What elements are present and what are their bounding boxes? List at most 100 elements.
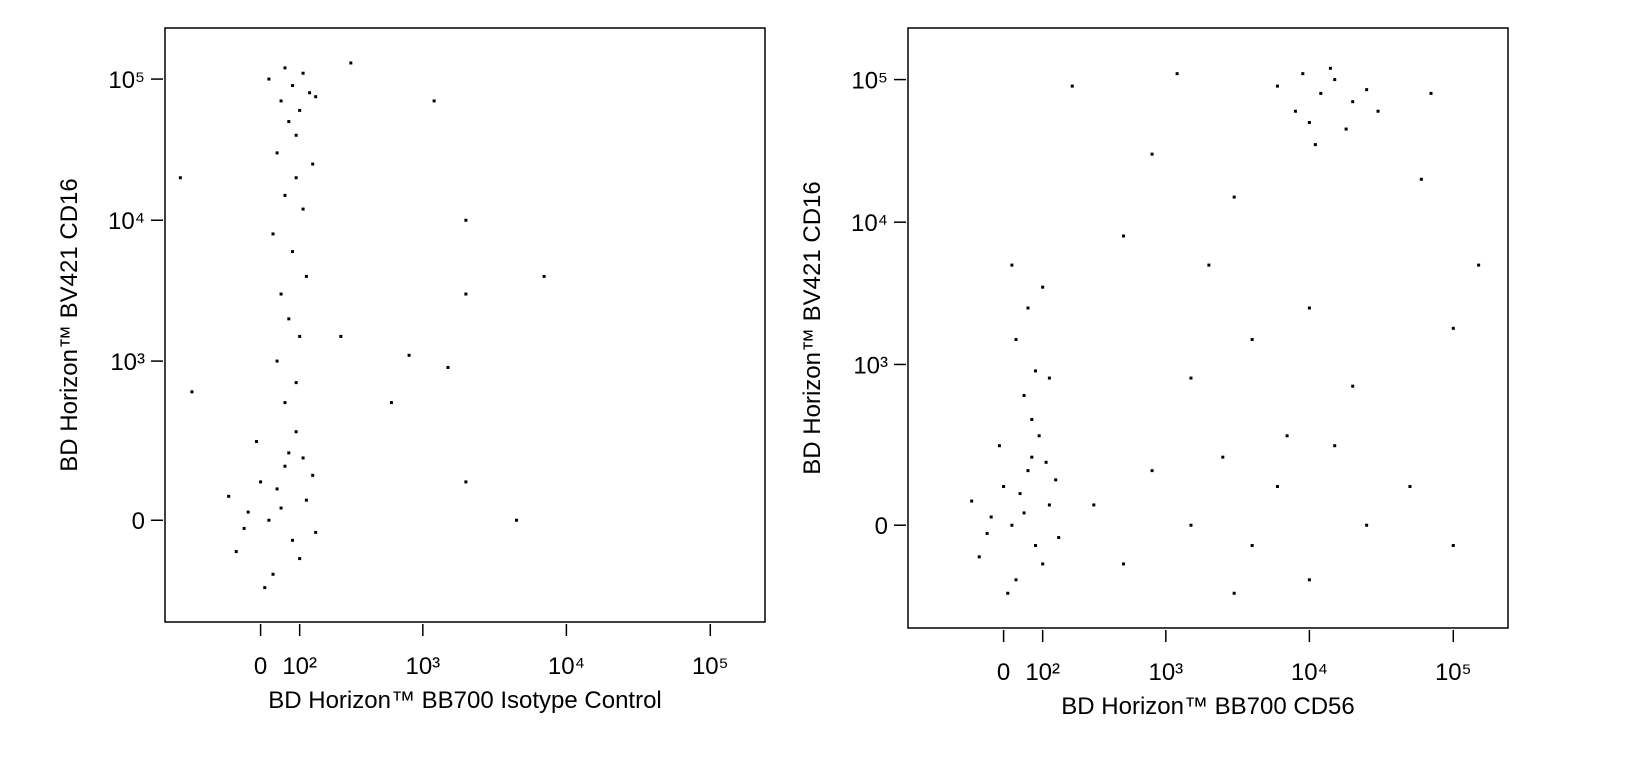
- point: [298, 108, 302, 112]
- point: [1010, 263, 1014, 267]
- point: [1451, 543, 1455, 547]
- point: [1026, 469, 1030, 473]
- point: [246, 510, 250, 514]
- point: [514, 518, 518, 522]
- point: [279, 99, 283, 103]
- point: [1307, 121, 1311, 125]
- point: [1365, 523, 1369, 527]
- x-tick-label: 0: [254, 653, 267, 680]
- x-tick-label: 10⁵: [1435, 659, 1472, 686]
- point: [283, 193, 287, 197]
- point: [1408, 485, 1412, 489]
- point: [242, 526, 246, 530]
- point: [311, 473, 315, 477]
- x-axis-label: BD Horizon™ BB700 Isotype Control: [268, 687, 662, 714]
- point: [311, 162, 315, 166]
- point: [997, 444, 1001, 448]
- point: [234, 550, 238, 554]
- point: [989, 515, 993, 519]
- point: [985, 531, 989, 535]
- point: [1250, 338, 1254, 342]
- point: [1010, 523, 1014, 527]
- point: [283, 401, 287, 405]
- point: [298, 334, 302, 338]
- y-tick-label: 10³: [853, 352, 888, 379]
- y-axis-label: BD Horizon™ BV421 CD16: [56, 178, 83, 471]
- point: [1328, 66, 1332, 70]
- point: [1207, 263, 1211, 267]
- point: [283, 66, 287, 70]
- point: [1122, 562, 1126, 566]
- point: [294, 381, 298, 385]
- point: [227, 494, 231, 498]
- point: [1092, 503, 1096, 507]
- point: [1041, 562, 1045, 566]
- point: [970, 499, 974, 503]
- point: [1014, 578, 1018, 582]
- point: [294, 430, 298, 434]
- point: [1006, 591, 1010, 595]
- y-tick-label: 10³: [110, 349, 145, 376]
- point: [1150, 152, 1154, 156]
- point: [291, 538, 295, 542]
- point: [1477, 263, 1481, 267]
- point: [1047, 503, 1051, 507]
- x-tick-label: 10⁴: [1291, 659, 1328, 686]
- point: [464, 218, 468, 222]
- point: [287, 451, 291, 455]
- point: [1122, 234, 1126, 238]
- point: [1285, 434, 1289, 438]
- point: [1070, 84, 1074, 88]
- point: [1022, 393, 1026, 397]
- point: [1351, 384, 1355, 388]
- y-tick-label: 10⁵: [851, 68, 888, 95]
- point: [1293, 109, 1297, 113]
- y-tick-label: 10⁴: [108, 208, 145, 235]
- point: [1429, 91, 1433, 95]
- point: [1014, 338, 1018, 342]
- point: [301, 456, 305, 460]
- y-tick-label: 0: [875, 513, 888, 540]
- point: [1376, 109, 1380, 113]
- point: [291, 250, 295, 254]
- point: [254, 440, 258, 444]
- point: [390, 401, 394, 405]
- point: [446, 365, 450, 369]
- point: [1351, 100, 1355, 104]
- point: [287, 120, 291, 124]
- point: [1189, 523, 1193, 527]
- point: [1150, 469, 1154, 473]
- y-tick-label: 10⁵: [108, 67, 145, 94]
- point: [1034, 543, 1038, 547]
- point: [259, 480, 263, 484]
- point: [464, 480, 468, 484]
- point: [301, 207, 305, 211]
- point: [977, 555, 981, 559]
- point: [407, 353, 411, 357]
- x-tick-label: 10⁵: [692, 653, 729, 680]
- point: [1057, 536, 1061, 540]
- x-tick-label: 10⁴: [548, 653, 585, 680]
- point: [275, 359, 279, 363]
- point: [1301, 72, 1305, 76]
- point: [294, 133, 298, 137]
- x-tick-label: 10²: [282, 653, 317, 680]
- y-tick-label: 0: [132, 508, 145, 535]
- point: [1232, 195, 1236, 199]
- point: [275, 487, 279, 491]
- y-axis-label: BD Horizon™ BV421 CD16: [799, 181, 826, 474]
- x-tick-label: 0: [997, 659, 1010, 686]
- point: [1026, 306, 1030, 310]
- plot-frame: [164, 27, 766, 623]
- point: [1034, 369, 1038, 373]
- point: [291, 84, 295, 88]
- point: [287, 317, 291, 321]
- point: [263, 586, 267, 590]
- point: [349, 61, 353, 65]
- point: [304, 274, 308, 278]
- point: [308, 91, 312, 95]
- point: [1175, 72, 1179, 76]
- point: [1333, 444, 1337, 448]
- point: [1037, 434, 1041, 438]
- point: [271, 232, 275, 236]
